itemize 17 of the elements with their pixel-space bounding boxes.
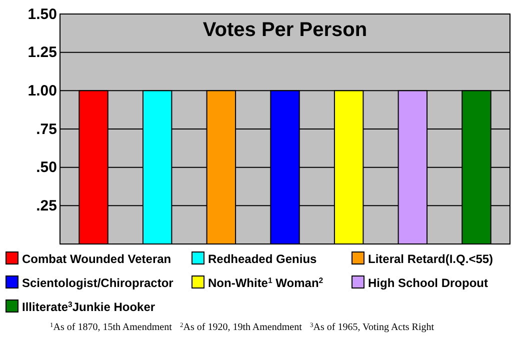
legend-label: Redheaded Genius — [208, 252, 318, 266]
y-tick-label: 1.25 — [28, 44, 57, 62]
y-tick-label: 1.50 — [28, 6, 57, 23]
text: $^{3}$As of 1965, Voting Acts Right — [310, 322, 434, 333]
y-tick-label: .75 — [36, 120, 57, 138]
legend-label: Combat Wounded Veteran — [22, 252, 172, 266]
y-tick-label: 1.00 — [28, 82, 57, 100]
legend-label: Non-White$^{1}$ Woman$^{2}$ — [208, 276, 324, 290]
chart-title: Votes Per Person — [202, 19, 368, 41]
legend-label: Illiterate$^{3}$Junkie Hooker — [22, 300, 156, 314]
legend-label: High School Dropout — [368, 276, 488, 290]
legend-label: Scientologist/Chiropractor — [22, 276, 174, 290]
y-tick-label: .25 — [36, 197, 57, 214]
text: $^{1}$As of 1870, 15th Amendment — [50, 322, 172, 333]
legend-label: Literal Retard(I.Q.<55) — [368, 252, 494, 266]
text: $^{2}$As of 1920, 19th Amendment — [180, 322, 302, 333]
y-tick-label: .50 — [36, 159, 57, 176]
